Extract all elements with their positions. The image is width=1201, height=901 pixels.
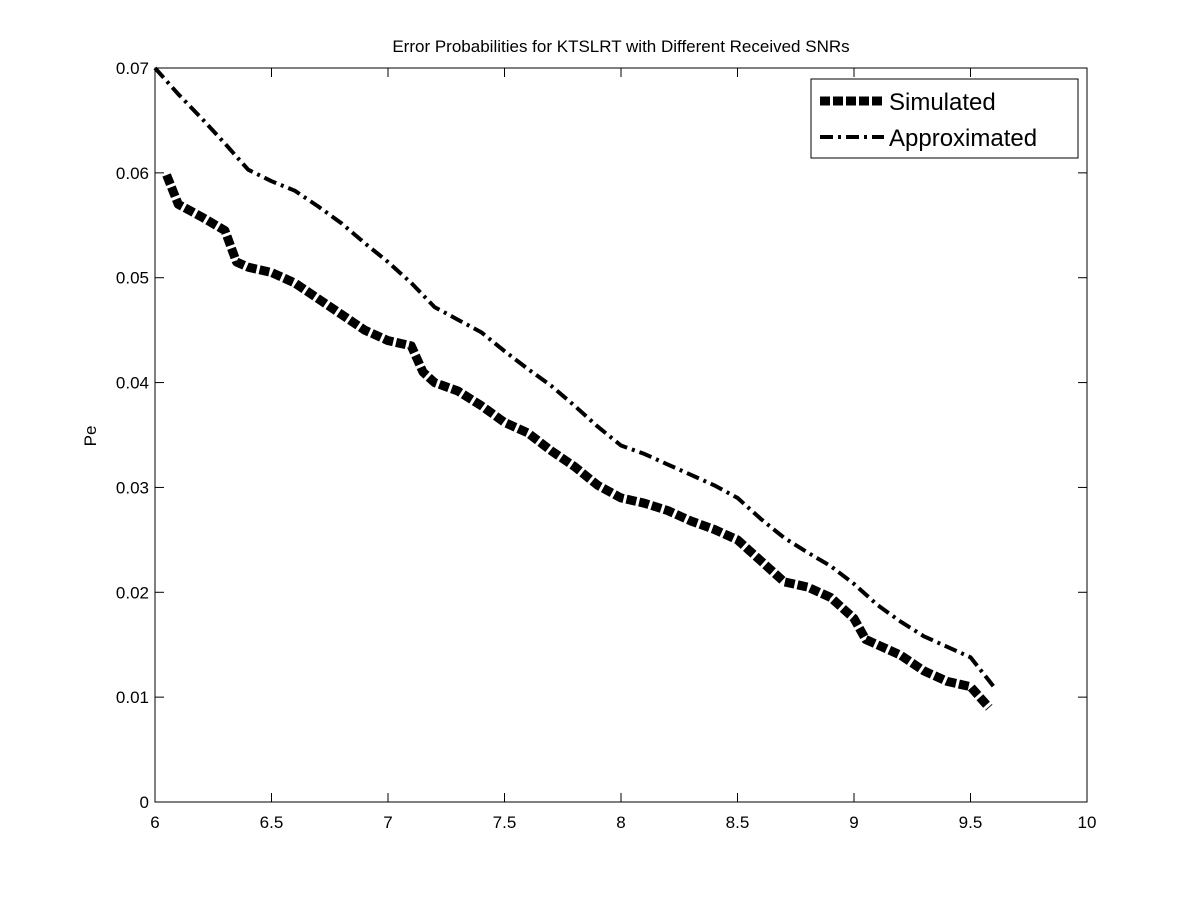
y-axis-label: Pe [81,426,100,447]
x-tick-label: 9.5 [959,813,983,832]
plot-area-frame [154,67,1088,803]
y-tick-label: 0.07 [116,59,149,78]
series-layer [153,66,996,711]
y-tick-label: 0.04 [116,374,149,393]
x-tick-label: 7 [383,813,392,832]
chart-title: Error Probabilities for KTSLRT with Diff… [392,37,849,56]
x-tick-label: 7.5 [493,813,517,832]
y-tick-label: 0.02 [116,583,149,602]
x-tick-label: 9 [849,813,858,832]
series-line-simulated [162,173,993,711]
x-tick-label: 8 [616,813,625,832]
x-tick-label: 6 [150,813,159,832]
x-tick-label: 10 [1078,813,1097,832]
legend-label-approximated: Approximated [889,125,1037,152]
y-tick-label: 0.03 [116,478,149,497]
tick-layer: 6 6.5 7 7.5 8 8.5 9 9.5 10 0 0.01 0.02 0.03 0.04 0.05 0… [116,59,1097,832]
legend: Simulated Approximated [810,78,1079,159]
y-tick-label: 0.06 [116,164,149,183]
legend-box [810,78,1079,159]
y-tick-label: 0 [140,793,149,812]
x-tick-label: 8.5 [726,813,750,832]
legend-label-simulated: Simulated [889,89,996,116]
y-tick-label: 0.05 [116,269,149,288]
y-tick-label: 0.01 [116,688,149,707]
x-tick-label: 6.5 [260,813,284,832]
series-line-approximated [153,66,996,688]
